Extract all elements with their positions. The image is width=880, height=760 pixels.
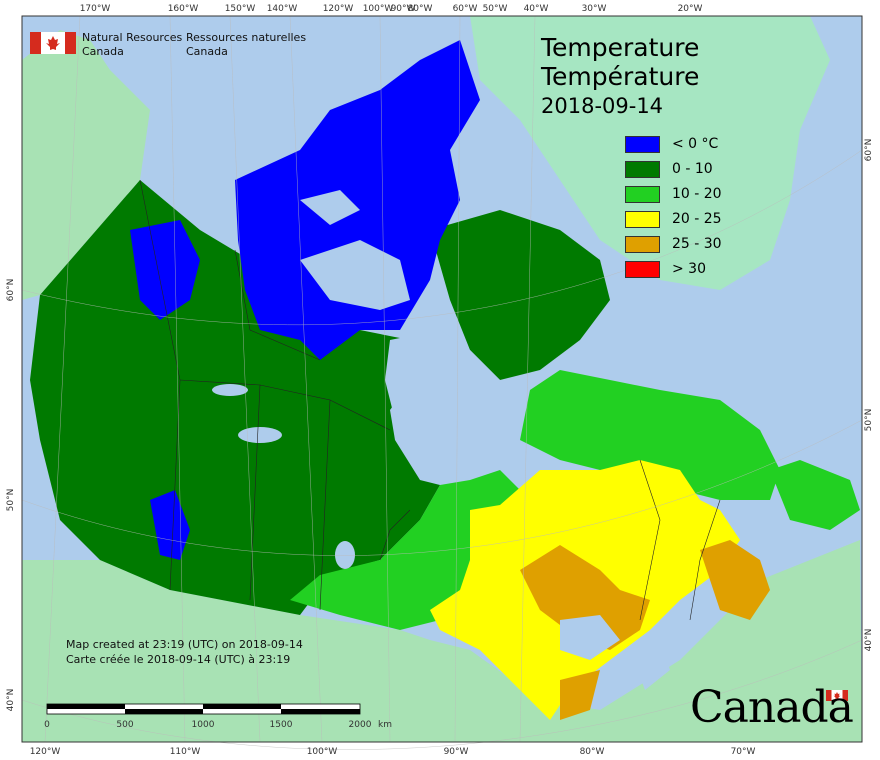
legend-item: 10 - 20 xyxy=(625,185,722,203)
legend-swatch xyxy=(625,210,660,228)
top-label: 90°W xyxy=(391,4,416,14)
legend-swatch xyxy=(625,260,660,278)
map-title-fr: Température xyxy=(541,62,700,91)
graticule-lines xyxy=(21,15,863,750)
legend-label: 20 - 25 xyxy=(672,211,722,227)
great-bear-lake xyxy=(212,384,248,396)
legend-item: 0 - 10 xyxy=(625,160,713,178)
top-label: 170°W xyxy=(80,4,111,14)
top-label: 60°W xyxy=(453,4,478,14)
agency-name-fr: Ressources naturelles Canada xyxy=(186,31,306,59)
map-date: 2018-09-14 xyxy=(541,94,664,118)
zone-0-10-west xyxy=(30,180,440,615)
agency-en-line1: Natural Resources xyxy=(82,31,183,44)
agency-en-line2: Canada xyxy=(82,45,124,58)
scale-tick: 2000 xyxy=(349,720,372,730)
greenland-land xyxy=(470,16,830,290)
legend-item: < 0 °C xyxy=(625,135,718,153)
bottom-label: 120°W xyxy=(30,747,61,757)
map-title-en: Temperature xyxy=(541,33,700,62)
top-label: 140°W xyxy=(267,4,298,14)
scale-tick: 1000 xyxy=(192,720,215,730)
legend-swatch xyxy=(625,135,660,153)
canada-wordmark: Canada xyxy=(690,682,854,733)
left-label: 60°N xyxy=(6,279,16,302)
agency-name-en: Natural Resources Canada xyxy=(82,31,182,59)
scale-tick: 0 xyxy=(44,720,50,730)
scale-tick: 1500 xyxy=(270,720,293,730)
top-label: 30°W xyxy=(582,4,607,14)
top-label: 100°W xyxy=(363,4,394,14)
credit-en: Map created at 23:19 (UTC) on 2018-09-14 xyxy=(66,638,303,651)
scale-tick: 500 xyxy=(116,720,133,730)
zone-25-30-maritimes xyxy=(700,540,770,620)
canada-flag-icon xyxy=(30,32,76,54)
top-label: 120°W xyxy=(323,4,354,14)
right-label: 40°N xyxy=(864,629,874,652)
map-frame xyxy=(21,15,863,743)
legend-swatch xyxy=(625,235,660,253)
lake-superior xyxy=(560,615,620,660)
left-label: 40°N xyxy=(6,689,16,712)
legend-item: 20 - 25 xyxy=(625,210,722,228)
left-label: 50°N xyxy=(6,489,16,512)
legend-label: 25 - 30 xyxy=(672,236,722,252)
bottom-label: 110°W xyxy=(170,747,201,757)
bottom-label: 80°W xyxy=(580,747,605,757)
lake-huron xyxy=(630,640,670,690)
top-label: 150°W xyxy=(225,4,256,14)
right-label: 60°N xyxy=(864,139,874,162)
bottom-label: 70°W xyxy=(731,747,756,757)
top-label: 160°W xyxy=(168,4,199,14)
agency-fr-line2: Canada xyxy=(186,45,228,58)
legend-swatch xyxy=(625,160,660,178)
legend-item: > 30 xyxy=(625,260,706,278)
alaska-land xyxy=(22,30,150,300)
top-label: 40°W xyxy=(524,4,549,14)
zone-below-0-arctic xyxy=(235,40,480,360)
right-label: 50°N xyxy=(864,409,874,432)
great-slave-lake xyxy=(238,427,282,443)
zone-below-0-yukon xyxy=(130,220,200,320)
zone-10-20-quebec xyxy=(520,370,780,500)
credit-fr: Carte créée le 2018-09-14 (UTC) à 23:19 xyxy=(66,653,291,666)
legend-label: > 30 xyxy=(672,261,706,277)
legend-swatch xyxy=(625,185,660,203)
lake-winnipeg xyxy=(335,541,355,569)
legend-item: 25 - 30 xyxy=(625,235,722,253)
top-label: 50°W xyxy=(483,4,508,14)
legend-label: < 0 °C xyxy=(672,136,719,152)
wordmark-flag-icon xyxy=(826,690,848,701)
top-label: 20°W xyxy=(678,4,703,14)
zone-25-30-south-ontario xyxy=(560,670,600,720)
scale-unit: km xyxy=(378,720,392,730)
top-label: 80°W xyxy=(408,4,433,14)
legend-label: 0 - 10 xyxy=(672,161,713,177)
scale-bar: 0 500 1000 1500 2000 km xyxy=(44,703,392,730)
agency-fr-line1: Ressources naturelles xyxy=(186,31,307,44)
zone-25-30-ontario xyxy=(520,545,650,650)
bottom-label: 90°W xyxy=(444,747,469,757)
legend-label: 10 - 20 xyxy=(672,186,722,202)
usa-land xyxy=(22,540,862,742)
zone-10-20-newfoundland xyxy=(770,460,860,530)
province-boundaries xyxy=(139,179,721,621)
zone-0-10-labrador xyxy=(430,210,610,380)
arctic-channel-2 xyxy=(300,190,360,225)
bottom-label: 100°W xyxy=(307,747,338,757)
arctic-channel xyxy=(300,240,410,310)
